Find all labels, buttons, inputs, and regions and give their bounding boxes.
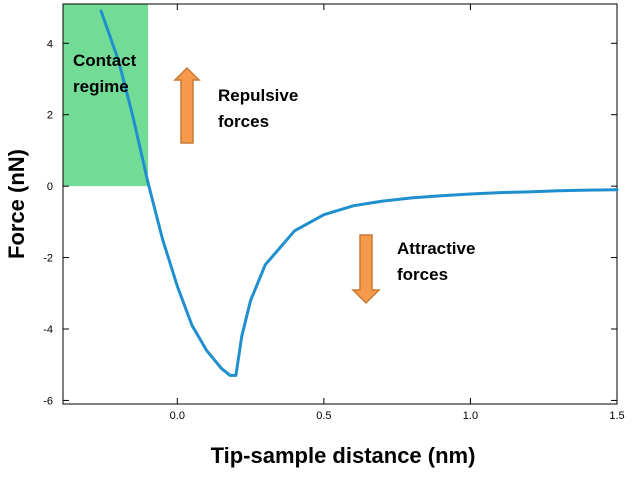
region-label-contact: Contact [73, 51, 137, 70]
plot-frame [62, 3, 618, 405]
contact-region-layer [63, 4, 149, 187]
y-tick-label-3: -2 [43, 253, 53, 265]
annotation-attractive-forces: forces [397, 265, 448, 284]
x-tick-label-0: 0.0 [170, 410, 185, 422]
y-tick-label-4: -4 [43, 324, 53, 336]
x-tick-label-2: 1.0 [463, 410, 478, 422]
y-tick-label-1: 2 [47, 110, 53, 122]
tick-layer: 4 2 0 -2 -4 -6 0.0 0.5 1.0 1.5 [43, 4, 625, 422]
arrow-layer [173, 66, 381, 305]
region-label-regime: regime [73, 77, 129, 96]
x-tick-label-3: 1.5 [609, 410, 624, 422]
contact-regime-region [63, 4, 149, 187]
annotation-repulsive-forces: forces [218, 112, 269, 131]
series-layer [99, 9, 619, 377]
down-arrow-icon [351, 234, 381, 305]
x-axis-title: Tip-sample distance (nm) [211, 443, 476, 468]
x-tick-label-1: 0.5 [316, 410, 331, 422]
force-curve-series-0 [99, 9, 619, 377]
y-axis-title: Force (nN) [4, 149, 29, 259]
annotation-attractive: Attractive [397, 239, 475, 258]
up-arrow-icon [173, 66, 201, 144]
annotation-repulsive: Repulsive [218, 86, 298, 105]
y-tick-label-2: 0 [47, 181, 53, 193]
y-tick-label-0: 4 [47, 38, 53, 50]
y-tick-label-5: -6 [43, 395, 53, 407]
